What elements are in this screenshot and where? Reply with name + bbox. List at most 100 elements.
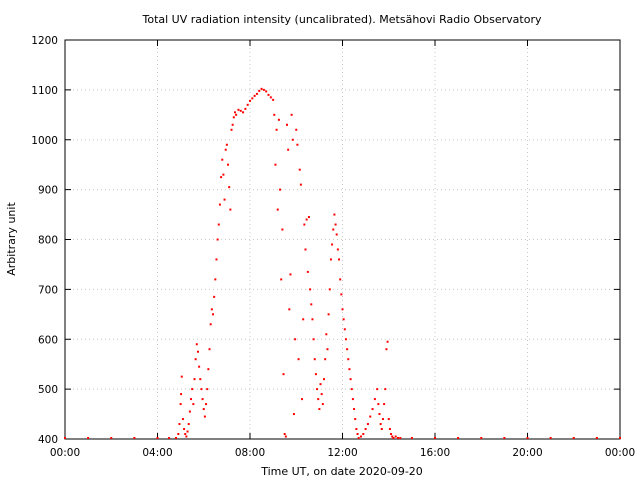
data-point xyxy=(213,295,216,298)
data-point xyxy=(391,435,394,438)
data-point xyxy=(383,403,386,406)
data-point xyxy=(232,116,235,119)
data-point xyxy=(265,90,268,93)
data-point xyxy=(289,273,292,276)
data-point xyxy=(233,111,236,114)
data-point xyxy=(480,437,483,439)
data-point xyxy=(283,433,286,436)
data-point xyxy=(228,186,231,189)
data-point xyxy=(210,308,213,311)
data-point xyxy=(353,408,356,411)
data-point xyxy=(190,398,193,401)
data-point xyxy=(394,435,397,438)
data-point xyxy=(327,313,330,316)
data-point xyxy=(549,437,552,439)
data-point xyxy=(255,92,258,95)
data-point xyxy=(276,208,279,211)
data-point xyxy=(335,233,338,236)
data-point xyxy=(251,97,254,100)
data-point xyxy=(191,388,194,391)
data-point xyxy=(296,143,299,146)
data-point xyxy=(220,176,223,179)
data-point xyxy=(187,423,190,426)
data-point xyxy=(292,413,295,416)
x-tick-label: 12:00 xyxy=(327,447,357,459)
y-tick-label: 700 xyxy=(38,284,58,296)
data-point xyxy=(379,423,382,426)
data-point xyxy=(178,423,181,426)
data-point xyxy=(342,318,345,321)
data-point xyxy=(325,333,328,336)
data-point xyxy=(287,148,290,151)
data-points xyxy=(64,87,621,439)
data-point xyxy=(346,348,349,351)
data-point xyxy=(284,435,287,438)
data-point xyxy=(181,418,184,421)
data-point xyxy=(200,388,203,391)
data-point xyxy=(360,435,362,438)
data-point xyxy=(249,99,251,102)
data-point xyxy=(216,238,219,241)
x-tick-label: 04:00 xyxy=(142,447,172,459)
data-point xyxy=(223,198,226,201)
data-point xyxy=(397,437,399,439)
data-point xyxy=(215,258,218,261)
data-point xyxy=(294,338,297,341)
data-point xyxy=(457,437,460,439)
data-point xyxy=(212,313,214,316)
data-point xyxy=(321,403,324,406)
data-point xyxy=(196,350,199,353)
data-point xyxy=(434,437,436,439)
data-point xyxy=(222,173,225,176)
data-point xyxy=(246,103,249,106)
data-point xyxy=(185,435,188,438)
data-point xyxy=(377,403,380,406)
data-point xyxy=(184,433,187,436)
grid xyxy=(65,40,620,439)
data-point xyxy=(323,378,325,381)
data-point xyxy=(341,308,344,311)
data-point xyxy=(307,216,310,219)
data-point xyxy=(64,437,66,439)
data-point xyxy=(381,418,384,421)
data-point xyxy=(277,118,280,121)
data-point xyxy=(313,358,316,361)
data-point xyxy=(349,378,352,381)
data-point xyxy=(225,143,228,146)
data-point xyxy=(572,437,575,439)
x-tick-label: 00:00 xyxy=(50,447,80,459)
y-tick-label: 800 xyxy=(38,235,58,247)
data-point xyxy=(385,348,388,351)
data-point xyxy=(329,258,332,261)
data-point xyxy=(317,398,320,401)
data-point xyxy=(280,278,283,281)
data-point xyxy=(207,368,210,371)
data-point xyxy=(168,437,171,439)
data-point xyxy=(231,123,234,126)
data-point xyxy=(156,437,159,439)
data-point xyxy=(260,87,263,90)
data-point xyxy=(324,358,327,361)
data-point xyxy=(339,278,342,281)
data-point xyxy=(272,98,275,101)
data-point xyxy=(269,96,272,99)
data-point xyxy=(399,437,402,439)
data-point xyxy=(198,365,201,368)
data-point xyxy=(274,163,277,166)
data-point xyxy=(177,433,180,436)
data-point xyxy=(242,111,245,114)
data-point xyxy=(334,223,337,226)
data-point xyxy=(205,403,208,406)
y-tick-label: 1000 xyxy=(31,135,58,147)
data-point xyxy=(273,113,276,116)
data-point xyxy=(203,415,206,418)
data-point xyxy=(214,278,217,281)
data-point xyxy=(348,368,351,371)
data-point xyxy=(310,303,313,306)
data-point xyxy=(201,398,204,401)
data-point xyxy=(320,393,323,396)
data-point xyxy=(295,128,298,131)
data-point xyxy=(193,378,196,381)
plot-frame xyxy=(64,39,621,440)
data-point xyxy=(392,437,395,439)
